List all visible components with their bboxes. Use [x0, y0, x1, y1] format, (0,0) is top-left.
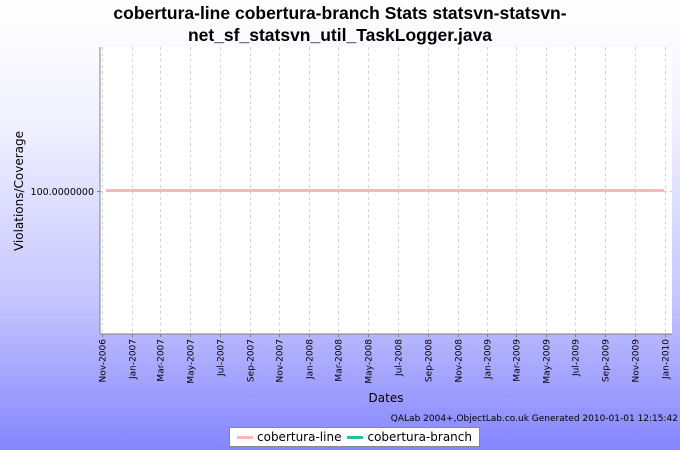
x-tick-label: Nov-2008	[455, 339, 465, 383]
x-tick-label: Sep-2009	[602, 339, 612, 382]
x-tick-label: Nov-2006	[99, 339, 109, 383]
legend-swatch-line	[237, 435, 253, 439]
x-tick-label: May-2008	[365, 339, 375, 384]
generated-footer: QALab 2004+,ObjectLab.co.uk Generated 20…	[390, 414, 678, 424]
legend-swatch-branch	[347, 435, 364, 439]
y-axis-label: Violations/Coverage	[12, 131, 26, 251]
x-tick-label: Jul-2008	[395, 339, 405, 377]
x-tick-label: May-2009	[543, 339, 553, 384]
y-tick-label: 100.0000000	[31, 187, 94, 198]
x-tick-label: Jan-2009	[484, 339, 494, 380]
legend: cobertura-line cobertura-branch	[229, 427, 480, 447]
x-tick-label: Nov-2007	[276, 339, 286, 382]
x-tick-label: Jan-2007	[129, 339, 139, 380]
legend-item-line: cobertura-line	[237, 430, 341, 444]
x-axis-label: Dates	[369, 391, 404, 405]
x-tick-label: Sep-2008	[425, 339, 435, 382]
chart-title-line2: net_sf_statsvn_util_TaskLogger.java	[187, 25, 493, 45]
x-tick-label: Sep-2007	[247, 339, 257, 382]
x-tick-label: Mar-2008	[335, 339, 345, 382]
x-tick-label: May-2007	[187, 339, 197, 384]
x-tick-label: Mar-2009	[513, 339, 523, 382]
x-tick-label: Jul-2009	[572, 339, 582, 377]
legend-item-branch: cobertura-branch	[347, 430, 472, 444]
x-tick-label: Mar-2007	[157, 339, 167, 382]
legend-label-branch: cobertura-branch	[367, 430, 472, 444]
chart-title-line1: cobertura-line cobertura-branch Stats st…	[113, 3, 567, 23]
x-tick-label: Jan-2008	[306, 339, 316, 380]
x-tick-label: Nov-2009	[632, 339, 642, 383]
legend-label-line: cobertura-line	[257, 430, 342, 444]
x-tick-label: Jul-2007	[217, 339, 227, 377]
x-tick-label: Jan-2010	[662, 339, 672, 380]
